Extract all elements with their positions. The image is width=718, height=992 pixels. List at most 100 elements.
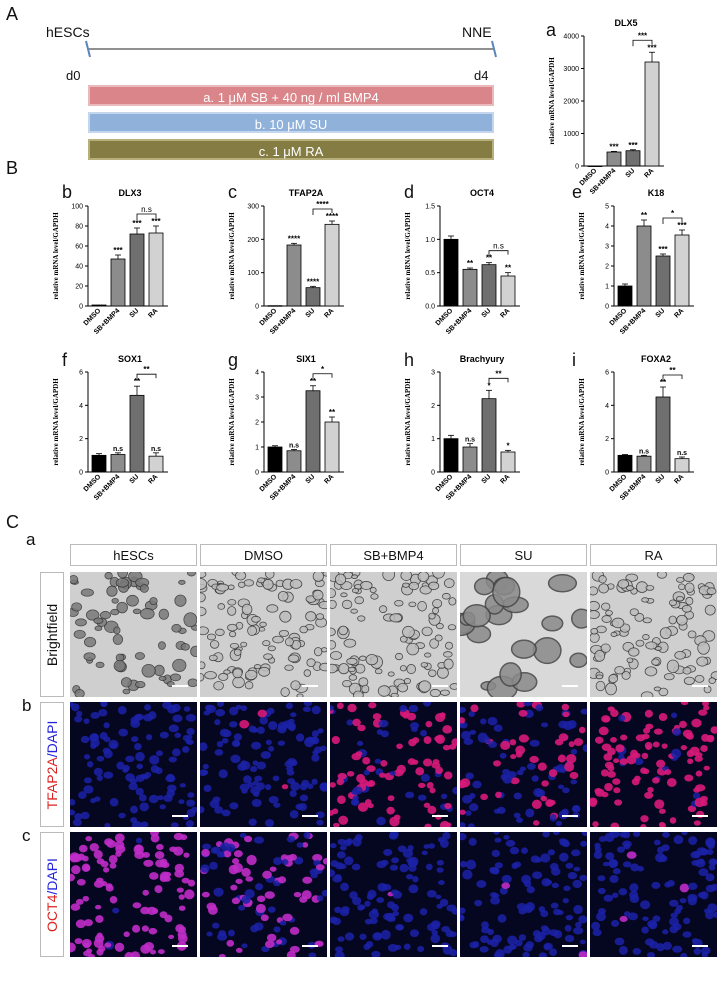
- micrograph-oct4-dmso: [200, 832, 327, 957]
- micrograph-brightfield-ra: [590, 572, 717, 697]
- panel-label-A: A: [6, 4, 19, 24]
- scale-bar: [172, 685, 188, 687]
- chart-title: Brachyury: [460, 354, 505, 364]
- timeline-arrow: [85, 40, 497, 58]
- x-tick-label: SU: [305, 473, 317, 485]
- significance-label: ***: [658, 245, 668, 254]
- micrograph-brightfield-dmso: [200, 572, 327, 697]
- bar-chart-dlx5: DLX5 relative mRNA level/GAPDH 0 1000 2000 30…: [548, 18, 664, 196]
- bar-sbbmp4: [110, 454, 126, 473]
- chart-title: DLX5: [614, 18, 637, 28]
- chart-letter-b: b: [62, 182, 73, 202]
- bar-chart-dlx3: DLX3 relative mRNA level/GAPDH 0 20 40 60 80 10…: [52, 188, 168, 336]
- x-tick-label: SU: [129, 473, 141, 485]
- bar-dmso: [443, 438, 459, 473]
- significance-label: n.s: [289, 443, 299, 450]
- micrograph-tfap2a-sbbmp4: [330, 702, 457, 827]
- bracket-label: **: [143, 365, 150, 374]
- bar-sbbmp4: [286, 244, 302, 307]
- bar-dmso: [267, 305, 283, 307]
- chart-title: SOX1: [118, 354, 142, 364]
- chart-letter-c: c: [228, 182, 237, 202]
- bar-su: [305, 390, 321, 473]
- y-axis-label: relative mRNA level/GAPDH: [52, 378, 60, 466]
- y-axis-label: relative mRNA level/GAPDH: [404, 378, 412, 466]
- bar-dmso: [617, 285, 633, 307]
- bar-dmso: [267, 446, 283, 473]
- x-tick-label: SU: [625, 167, 637, 179]
- bar-su: [481, 264, 497, 307]
- y-axis-label: relative mRNA level/GAPDH: [228, 378, 236, 466]
- subpanel-label-Ca: a: [26, 530, 36, 549]
- significance-label: **: [310, 377, 317, 386]
- bracket-label: **: [669, 366, 676, 375]
- column-header-ra: RA: [590, 544, 717, 566]
- y-tick-label: 20: [75, 284, 83, 291]
- chart-title: FOXA2: [641, 354, 671, 364]
- bracket-label: *: [671, 209, 675, 218]
- y-tick-label: 0.0: [425, 304, 435, 311]
- y-tick-label: 300: [247, 204, 259, 211]
- comparison-bracket: [488, 250, 509, 257]
- scale-bar: [302, 945, 318, 947]
- bar-dmso: [443, 238, 459, 307]
- significance-label: ***: [628, 141, 638, 150]
- panel-label-C: C: [6, 512, 19, 532]
- y-tick-label: 0: [79, 470, 83, 477]
- significance-label: ****: [288, 234, 301, 243]
- scale-bar: [432, 815, 448, 817]
- x-tick-label: RA: [499, 473, 511, 485]
- scale-bar: [692, 945, 708, 947]
- subpanel-label-Cc: c: [22, 826, 31, 845]
- timeline-end-day: d4: [474, 68, 489, 83]
- chart-title: K18: [648, 188, 665, 198]
- y-tick-label: 0.5: [425, 270, 435, 277]
- scale-bar: [432, 685, 448, 687]
- x-tick-label: RA: [147, 473, 159, 485]
- y-tick-label: 4000: [563, 34, 579, 41]
- significance-label: **: [505, 264, 512, 273]
- y-tick-label: 100: [71, 204, 83, 211]
- significance-label: n.s: [151, 446, 161, 453]
- significance-label: ****: [326, 212, 339, 221]
- y-tick-label: 1: [431, 436, 435, 443]
- y-tick-label: 0: [79, 304, 83, 311]
- scale-bar: [562, 685, 578, 687]
- bar-ra: [324, 421, 340, 473]
- chart-title: DLX3: [118, 188, 141, 198]
- micrograph-oct4-hescs: [70, 832, 197, 957]
- x-tick-label: RA: [673, 473, 685, 485]
- micrograph-oct4-ra: [590, 832, 717, 957]
- significance-label: n.s: [113, 446, 123, 453]
- micrograph-tfap2a-su: [460, 702, 587, 827]
- bar-sbbmp4: [462, 446, 478, 473]
- bar-dmso: [91, 454, 107, 473]
- column-header-dmso: DMSO: [200, 544, 327, 566]
- y-tick-label: 3: [431, 370, 435, 377]
- significance-label: *: [506, 441, 510, 450]
- significance-label: n.s: [465, 437, 475, 444]
- bar-su: [129, 394, 145, 473]
- treatment-bar-3: c. 1 μM RA: [88, 139, 494, 160]
- scale-bar: [172, 815, 188, 817]
- subpanel-label-Cb: b: [22, 696, 32, 715]
- significance-label: **: [641, 211, 648, 220]
- x-tick-label: SU: [481, 473, 493, 485]
- x-tick-label: RA: [323, 307, 335, 319]
- panel-label-B: B: [6, 158, 19, 178]
- y-tick-label: 0: [605, 470, 609, 477]
- bar-sbbmp4: [606, 151, 622, 167]
- y-tick-label: 40: [75, 264, 83, 271]
- significance-label: **: [486, 254, 493, 263]
- bar-dmso: [617, 454, 633, 473]
- x-tick-label: RA: [673, 307, 685, 319]
- comparison-bracket: [632, 39, 653, 47]
- bracket-label: ***: [638, 31, 648, 40]
- significance-label: *: [487, 381, 491, 390]
- scale-bar: [692, 685, 708, 687]
- bar-su: [129, 233, 145, 307]
- x-tick-label: SU: [129, 307, 141, 319]
- y-tick-label: 2: [431, 403, 435, 410]
